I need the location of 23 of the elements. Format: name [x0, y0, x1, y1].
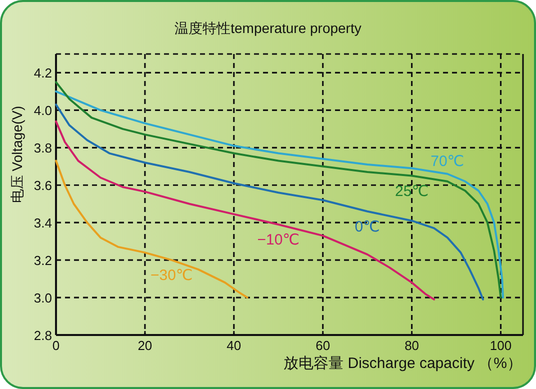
series-label: 25℃ [395, 182, 429, 200]
y-tick-label: 4.0 [34, 103, 52, 118]
x-tick-label: 80 [404, 338, 420, 353]
y-axis-title: 电压 Voltage(V) [9, 106, 25, 204]
series-label: 70℃ [430, 152, 464, 170]
y-tick-label: 3.6 [34, 178, 52, 194]
y-tick-label: 3.8 [34, 140, 52, 156]
line-series [55, 160, 248, 299]
x-tick-label: 0 [52, 338, 60, 353]
series-label: 0℃ [354, 218, 380, 236]
series-label: −30℃ [150, 267, 193, 284]
y-tick-label: 3.0 [34, 290, 52, 306]
y-tick-label: 4.2 [34, 66, 52, 81]
y-tick-label: 2.8 [34, 328, 52, 343]
y-tick-label: 3.4 [34, 216, 52, 231]
x-tick-label: 100 [490, 338, 512, 353]
x-tick-label: 40 [226, 338, 242, 353]
chart-title: 温度特性temperature property [174, 20, 362, 36]
y-tick-label: 3.2 [34, 253, 52, 268]
x-axis-title: 放电容量 Discharge capacity （%） [284, 355, 522, 372]
x-tick-label: 60 [316, 338, 330, 353]
series-label: −10℃ [257, 231, 300, 248]
x-tick-label: 20 [138, 338, 152, 353]
